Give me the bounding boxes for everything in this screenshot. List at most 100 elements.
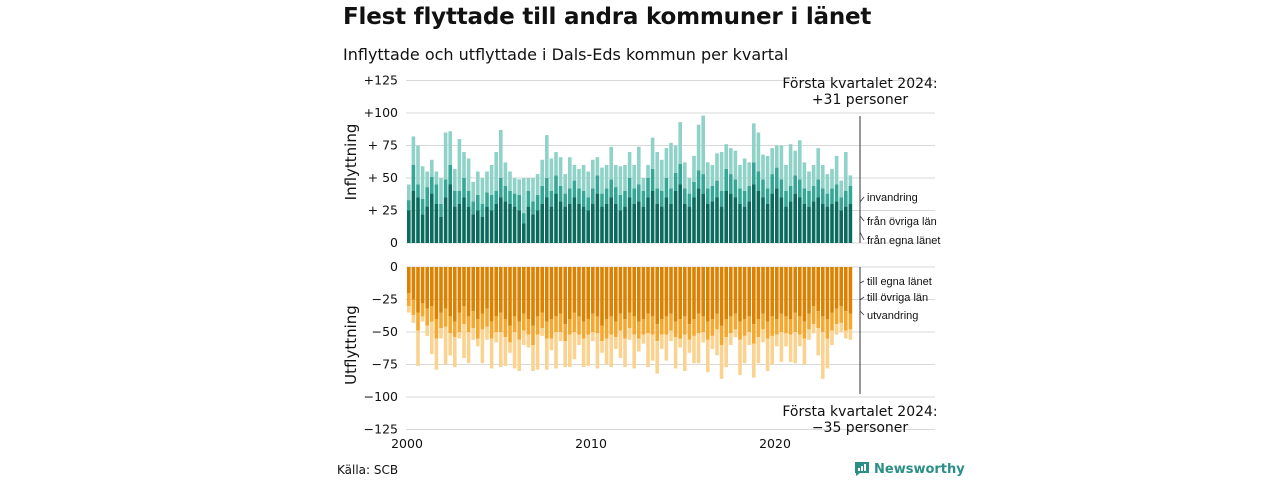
- lower-y-tick-label: −50: [372, 324, 398, 339]
- bar-utvandring: [761, 329, 765, 343]
- bar-utvandring: [765, 338, 770, 371]
- bar-till-ovriga-lan: [512, 316, 517, 332]
- bar-fran-ovriga-lan: [742, 191, 747, 207]
- bar-fran-egna-lanet: [678, 184, 682, 243]
- bar-fran-ovriga-lan: [522, 213, 526, 224]
- bar-fran-egna-lanet: [752, 184, 756, 243]
- bar-utvandring: [641, 334, 646, 344]
- bar-fran-ovriga-lan: [683, 188, 687, 204]
- bar-till-egna-lanet: [563, 267, 567, 325]
- bar-fran-egna-lanet: [844, 206, 848, 243]
- bar-till-ovriga-lan: [503, 319, 508, 338]
- bar-invandring: [696, 124, 701, 171]
- bar-till-ovriga-lan: [706, 321, 710, 340]
- bar-fran-egna-lanet: [581, 206, 586, 243]
- bar-invandring: [480, 178, 485, 204]
- bar-fran-ovriga-lan: [604, 188, 609, 204]
- bar-utvandring: [568, 334, 572, 368]
- upper-legend: [859, 196, 865, 241]
- bar-till-egna-lanet: [462, 267, 466, 306]
- bar-till-ovriga-lan: [627, 312, 632, 329]
- bar-invandring: [503, 162, 508, 186]
- bar-invandring: [595, 157, 600, 176]
- x-tick-label: 2000: [391, 436, 423, 451]
- bar-till-ovriga-lan: [476, 319, 480, 339]
- bar-invandring: [420, 166, 425, 199]
- bar-till-ovriga-lan: [443, 308, 448, 327]
- bar-till-egna-lanet: [729, 267, 733, 317]
- bar-invandring: [443, 132, 448, 180]
- bar-utvandring: [457, 332, 462, 339]
- bar-fran-egna-lanet: [641, 206, 646, 243]
- lower-y-tick-label: −100: [364, 389, 398, 404]
- bar-fran-egna-lanet: [784, 206, 788, 243]
- bar-till-ovriga-lan: [480, 313, 485, 330]
- bar-till-ovriga-lan: [489, 321, 494, 339]
- bar-fran-egna-lanet: [673, 191, 678, 243]
- bar-utvandring: [784, 333, 788, 347]
- bar-invandring: [678, 122, 682, 164]
- bar-fran-egna-lanet: [545, 197, 549, 243]
- bar-fran-egna-lanet: [434, 204, 439, 243]
- bar-fran-ovriga-lan: [466, 191, 471, 207]
- bar-till-ovriga-lan: [545, 321, 549, 339]
- bar-utvandring: [692, 335, 696, 364]
- bar-invandring: [522, 178, 526, 214]
- bar-invandring: [807, 171, 811, 191]
- bar-utvandring: [471, 328, 475, 340]
- bar-utvandring: [448, 333, 452, 356]
- upper-y-tick-label: + 75: [368, 138, 398, 153]
- bar-fran-ovriga-lan: [637, 184, 641, 202]
- bar-till-egna-lanet: [471, 267, 475, 312]
- bar-invandring: [572, 165, 577, 181]
- bar-invandring: [604, 165, 609, 189]
- bar-fran-ovriga-lan: [756, 171, 761, 191]
- legend-connector-ovriga-lan: [859, 215, 865, 222]
- bar-till-ovriga-lan: [834, 308, 839, 325]
- bar-till-egna-lanet: [600, 267, 604, 326]
- legend-utvandring: utvandring: [867, 310, 918, 322]
- bar-fran-egna-lanet: [595, 193, 600, 243]
- bar-invandring: [821, 165, 825, 189]
- bar-till-ovriga-lan: [416, 312, 420, 331]
- bar-fran-ovriga-lan: [802, 188, 807, 204]
- bar-invandring: [489, 165, 494, 195]
- bar-fran-egna-lanet: [485, 206, 489, 243]
- bar-invandring: [669, 142, 673, 189]
- bar-invandring: [457, 139, 462, 191]
- bar-fran-ovriga-lan: [568, 188, 572, 204]
- bar-invandring: [627, 152, 632, 178]
- bar-till-ovriga-lan: [618, 313, 623, 331]
- bar-fran-ovriga-lan: [825, 193, 830, 207]
- bar-till-egna-lanet: [448, 267, 452, 317]
- bar-till-ovriga-lan: [540, 312, 544, 329]
- bar-till-ovriga-lan: [761, 313, 765, 330]
- bar-utvandring: [706, 339, 710, 373]
- bar-till-ovriga-lan: [775, 319, 779, 335]
- newsworthy-logo[interactable]: Newsworthy: [854, 461, 965, 477]
- bar-till-egna-lanet: [788, 267, 793, 319]
- bar-till-egna-lanet: [733, 267, 738, 314]
- bar-fran-ovriga-lan: [512, 193, 517, 207]
- bar-utvandring: [554, 332, 558, 369]
- bar-fran-egna-lanet: [494, 204, 498, 243]
- bar-invandring: [848, 175, 853, 186]
- bar-invandring: [586, 171, 590, 198]
- bar-till-ovriga-lan: [600, 325, 604, 342]
- bar-utvandring: [462, 324, 466, 358]
- bar-fran-ovriga-lan: [747, 185, 751, 202]
- bar-fran-ovriga-lan: [448, 165, 452, 185]
- bar-fran-ovriga-lan: [480, 204, 485, 217]
- bar-till-egna-lanet: [802, 267, 807, 322]
- bar-fran-ovriga-lan: [411, 165, 416, 191]
- bar-fran-egna-lanet: [715, 197, 719, 243]
- bar-fran-ovriga-lan: [821, 188, 825, 204]
- bar-till-ovriga-lan: [821, 316, 825, 332]
- bar-till-egna-lanet: [742, 267, 747, 319]
- bar-fran-egna-lanet: [623, 206, 627, 243]
- bar-till-ovriga-lan: [779, 313, 784, 332]
- bar-utvandring: [526, 334, 531, 348]
- x-tick-label: 2020: [759, 436, 791, 451]
- bar-fran-egna-lanet: [660, 206, 664, 243]
- bar-fran-egna-lanet: [719, 206, 724, 243]
